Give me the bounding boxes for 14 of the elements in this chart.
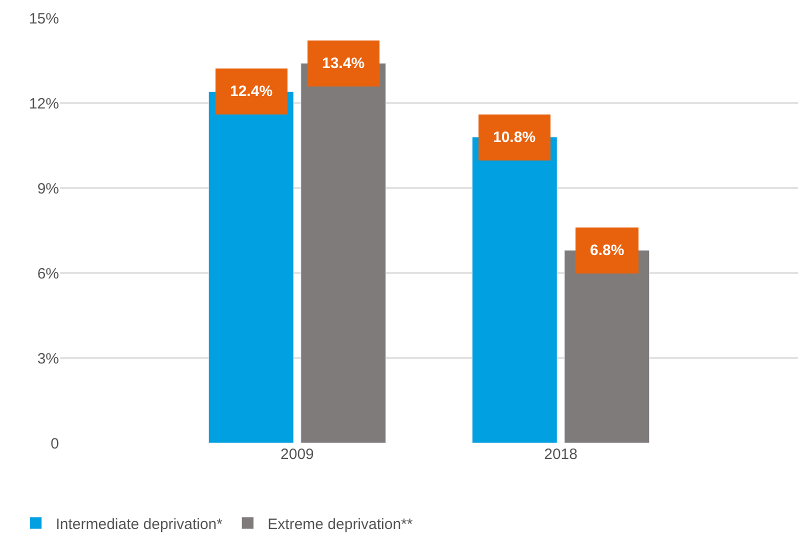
data-label: 6.8% xyxy=(590,242,624,259)
y-tick-label: 15% xyxy=(28,10,59,28)
y-tick-label: 12% xyxy=(28,95,59,112)
data-label: 12.4% xyxy=(230,83,273,100)
legend-label: Intermediate deprivation* xyxy=(56,516,223,533)
data-label: 10.8% xyxy=(493,129,536,146)
y-tick-label: 6% xyxy=(37,265,59,282)
y-tick-label: 0 xyxy=(50,435,59,452)
x-tick-label: 2009 xyxy=(280,446,314,463)
legend-label: Extreme deprivation** xyxy=(268,516,413,533)
y-tick-label: 9% xyxy=(37,180,59,198)
y-tick-label: 3% xyxy=(37,350,59,368)
data-label: 13.4% xyxy=(322,55,365,72)
x-tick-label: 2018 xyxy=(544,446,578,463)
